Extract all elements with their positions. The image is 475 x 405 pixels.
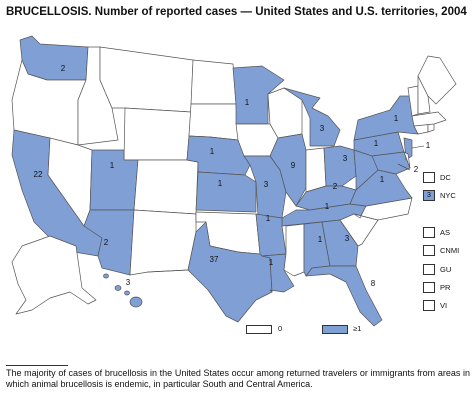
state-wa (19, 35, 89, 81)
state-wy (123, 107, 192, 161)
value-ky: 2 (333, 182, 338, 191)
legend-label-zero: 0 (278, 324, 283, 333)
territory-label-pr: PR (440, 283, 451, 292)
value-tn: 1 (325, 202, 330, 211)
state-hi (103, 273, 143, 308)
state-shapes (11, 35, 457, 327)
state-de (403, 151, 411, 169)
territory-label-vi: VI (440, 301, 448, 310)
territory-box-pr (423, 282, 435, 293)
state-ri (427, 123, 435, 133)
state-sd (188, 103, 239, 141)
territory-box-cnmi (423, 245, 435, 256)
value-pa: 1 (374, 139, 379, 148)
footnote: The majority of cases of brucellosis in … (6, 368, 470, 389)
state-co (133, 159, 199, 215)
footnote-rule (6, 365, 68, 366)
territory-box-gu (423, 264, 435, 275)
value-ut: 1 (110, 161, 115, 170)
state-nm (129, 209, 197, 276)
map-title: BRUCELLOSIS. Number of reported cases — … (6, 6, 467, 18)
territory-box-as (423, 227, 435, 238)
state-ks (195, 171, 257, 213)
value-az: 2 (104, 238, 109, 247)
territory-box-vi (423, 300, 435, 311)
state-fl (305, 265, 383, 327)
value-hi: 3 (126, 278, 131, 287)
state-ak (11, 235, 97, 315)
state-ga (321, 219, 359, 267)
value-tx: 37 (210, 255, 219, 264)
value-ks: 1 (218, 179, 223, 188)
territory-label-dc: DC (440, 173, 451, 182)
state-ma (411, 111, 447, 127)
state-values: 2 22 1 2 37 1 1 1 3 9 3 3 1 1 1 2 1 2 1 … (34, 64, 431, 288)
value-il: 9 (291, 161, 296, 170)
value-mo: 3 (264, 180, 269, 189)
state-ar (255, 213, 287, 257)
territory-label-as: AS (440, 228, 451, 237)
value-ca: 22 (34, 170, 43, 179)
legend-label-one-plus: ≥1 (353, 324, 362, 333)
value-ga: 3 (345, 234, 350, 243)
leader-lines (397, 145, 425, 171)
value-ne: 1 (210, 147, 215, 156)
value-ny: 1 (394, 114, 399, 123)
value-md: 2 (414, 165, 419, 174)
state-tx (147, 221, 273, 323)
value-la: 1 (269, 258, 274, 267)
state-sc (339, 213, 379, 247)
state-mt (99, 46, 194, 113)
territory-label-nyc: NYC (440, 191, 456, 200)
territory-box-dc (423, 172, 435, 183)
state-mn (232, 65, 285, 125)
state-md (371, 151, 411, 175)
state-ia (235, 123, 279, 157)
value-oh: 3 (343, 154, 348, 163)
value-wa: 2 (61, 64, 66, 73)
value-fl: 8 (371, 279, 376, 288)
state-in (305, 147, 327, 193)
legend-swatch-one-plus (322, 325, 348, 334)
territory-label-cnmi: CNMI (440, 246, 460, 255)
value-al: 1 (318, 235, 323, 244)
value-va: 1 (380, 175, 385, 184)
state-mi (283, 87, 341, 147)
legend-swatch-zero (246, 325, 272, 334)
state-nd (190, 59, 237, 105)
value-mi: 3 (320, 124, 325, 133)
territory-box-nyc: 3 (423, 190, 435, 201)
state-me (417, 55, 457, 105)
value-ar: 1 (266, 214, 271, 223)
territory-label-gu: GU (440, 265, 452, 274)
state-oh (323, 145, 357, 187)
value-mn: 1 (245, 98, 250, 107)
value-nj: 1 (426, 141, 431, 150)
state-ny (353, 95, 419, 141)
state-ms (283, 223, 305, 277)
